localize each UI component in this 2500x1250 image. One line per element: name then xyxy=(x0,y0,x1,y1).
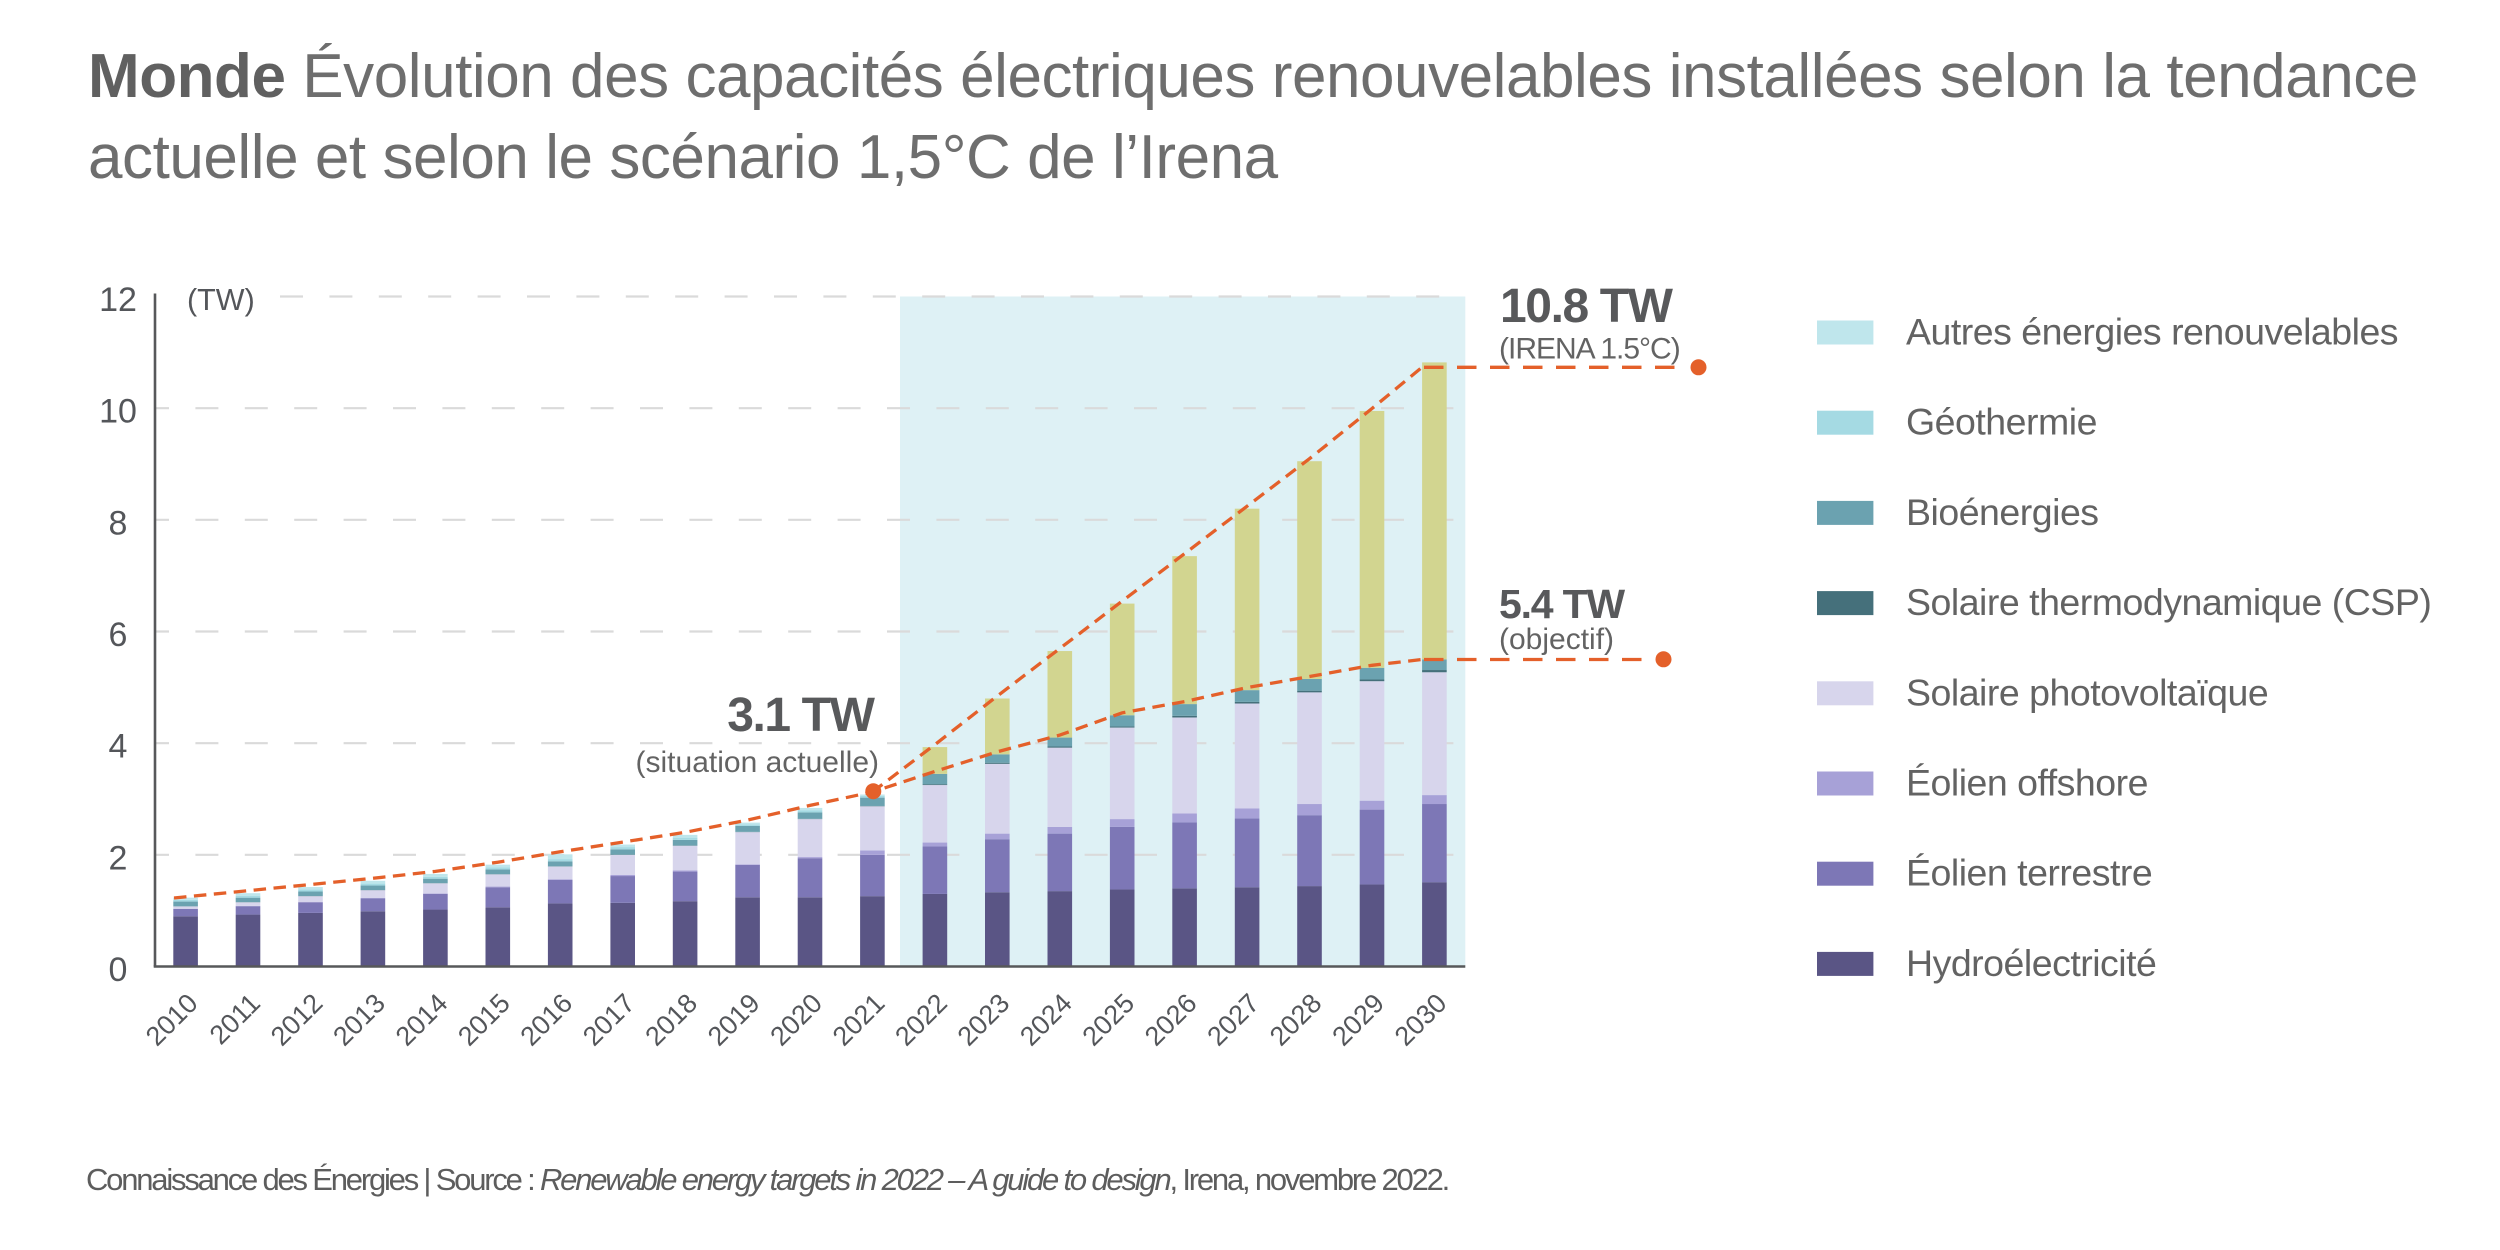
svg-text:0: 0 xyxy=(109,951,128,989)
svg-text:Solaire photovoltaïque: Solaire photovoltaïque xyxy=(1906,671,2268,713)
svg-text:Éolien offshore: Éolien offshore xyxy=(1906,762,2148,804)
svg-text:12: 12 xyxy=(99,281,137,319)
svg-text:5.4 TW: 5.4 TW xyxy=(1499,581,1625,627)
svg-text:3.1 TW: 3.1 TW xyxy=(727,689,875,742)
svg-text:8: 8 xyxy=(109,504,128,542)
svg-text:2: 2 xyxy=(109,839,128,877)
svg-text:(IRENA 1.5°C): (IRENA 1.5°C) xyxy=(1499,333,1680,366)
svg-text:Monde Évolution des capacités: Monde Évolution des capacités électrique… xyxy=(88,42,2418,111)
svg-text:Géothermie: Géothermie xyxy=(1906,401,2097,443)
svg-text:6: 6 xyxy=(109,616,128,654)
svg-text:Solaire thermodynamique (CSP): Solaire thermodynamique (CSP) xyxy=(1906,581,2431,623)
svg-text:actuelle et selon le scénario: actuelle et selon le scénario 1,5°C de l… xyxy=(88,123,1279,192)
svg-text:(objectif): (objectif) xyxy=(1499,623,1614,656)
svg-text:(situation actuelle): (situation actuelle) xyxy=(636,746,879,779)
svg-text:Autres énergies renouvelables: Autres énergies renouvelables xyxy=(1906,311,2398,353)
svg-text:(TW): (TW) xyxy=(187,283,255,317)
svg-text:Hydroélectricité: Hydroélectricité xyxy=(1906,942,2156,984)
svg-text:10: 10 xyxy=(99,393,137,431)
svg-text:10.8 TW: 10.8 TW xyxy=(1500,280,1674,333)
svg-text:Bioénergies: Bioénergies xyxy=(1906,491,2099,533)
svg-text:4: 4 xyxy=(109,728,128,766)
svg-text:Connaissance des Énergies | So: Connaissance des Énergies | Source : Ren… xyxy=(86,1162,1448,1197)
svg-text:Éolien terrestre: Éolien terrestre xyxy=(1906,852,2152,894)
